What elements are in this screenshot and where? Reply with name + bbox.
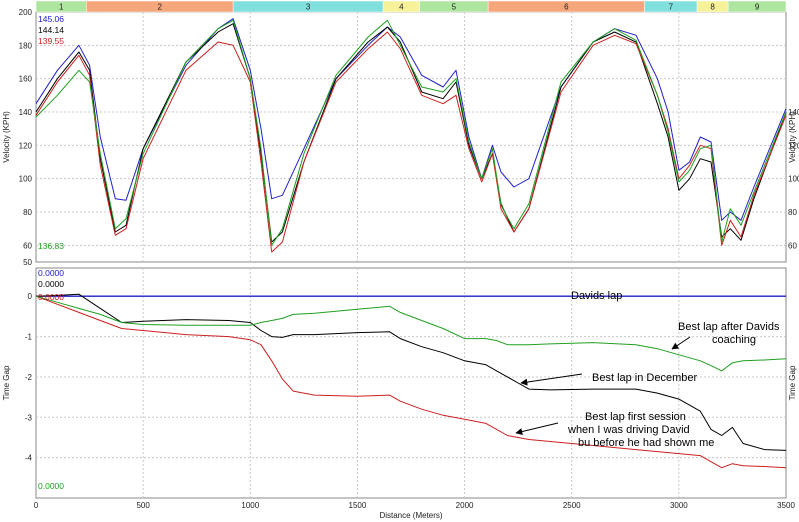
velocity-y-axis-title: Velocity (KPH) <box>2 111 11 163</box>
sector-label: 8 <box>710 3 715 12</box>
annotation-first-session-line-3: bu before he had shown me <box>578 437 714 449</box>
time-gap-series-line-3 <box>35 295 787 469</box>
sector-label: 2 <box>158 3 163 12</box>
time-gap-readout: 0.0000 <box>38 481 64 491</box>
velocity-y-axis-title-right: Velocity (KPH) <box>788 111 797 163</box>
velocity-readout: 136.83 <box>38 241 64 251</box>
sector-9 <box>727 0 787 13</box>
time-gap-y-axis-title: Time Gap <box>2 365 11 400</box>
velocity-y-tick-label-right: 120 <box>788 141 799 150</box>
distance-x-tick-label: 500 <box>136 501 150 510</box>
distance-x-tick-label: 2000 <box>456 501 474 510</box>
velocity-y-tick-label: 160 <box>19 75 33 84</box>
time-gap-y-axis-title-right: Time Gap <box>788 365 797 400</box>
velocity-y-ticks-right: 60 80 100 120 140 <box>788 108 799 250</box>
velocity-series-line-3 <box>35 31 787 253</box>
velocity-y-tick-label-right: 60 <box>788 241 797 250</box>
sector-label: 7 <box>669 3 674 12</box>
arrow-first-session <box>515 422 559 435</box>
velocity-y-tick-label: 60 <box>23 241 32 250</box>
time-gap-series <box>35 293 787 469</box>
time-gap-plot-frame <box>35 267 787 499</box>
annotation-after-coaching-line-2: coaching <box>712 334 756 346</box>
arrow-after-coaching <box>671 336 691 350</box>
velocity-y-tick-label: 120 <box>19 141 33 150</box>
time-gap-readout: 0.0000 <box>38 279 64 289</box>
sector-label: 3 <box>306 3 311 12</box>
velocity-plot-frame <box>35 11 787 263</box>
sector-bar: 1 2 3 4 5 6 7 8 9 <box>35 0 787 13</box>
annotation-after-coaching-line-1: Best lap after Davids <box>678 321 780 333</box>
annotation-first-session: Best lap first session when I was drivin… <box>567 411 714 449</box>
velocity-series-line-2 <box>35 23 787 243</box>
velocity-y-tick-label: 140 <box>19 108 33 117</box>
velocity-y-tick-label: 100 <box>19 175 33 184</box>
time-gap-y-tick-label: -4 <box>25 454 33 463</box>
velocity-series <box>35 18 787 253</box>
sector-label: 9 <box>755 3 760 12</box>
velocity-y-tick-label: 200 <box>19 8 33 17</box>
velocity-readout: 144.14 <box>38 25 64 35</box>
velocity-y-tick-label: 180 <box>19 41 33 50</box>
time-gap-series-line-2 <box>35 293 787 451</box>
velocity-readout: 145.06 <box>38 14 64 24</box>
time-gap-readout: 0.0000 <box>38 268 64 278</box>
time-gap-series-line-4 <box>35 295 787 372</box>
sector-label: 1 <box>59 3 64 12</box>
velocity-y-tick-label: 50 <box>23 258 32 267</box>
time-gap-panel: 0 -1 -2 -3 -4 0 500 1000 1500 2000 2500 3000 3500 0… <box>2 267 797 520</box>
x-axis-title: Distance (Meters) <box>379 511 442 520</box>
arrow-december <box>520 373 583 386</box>
velocity-y-tick-label: 80 <box>23 208 32 217</box>
distance-x-tick-label: 0 <box>34 501 39 510</box>
velocity-y-tick-label-right: 80 <box>788 208 797 217</box>
annotation-first-session-line-2: when I was driving David <box>567 424 690 436</box>
distance-x-tick-label: 1500 <box>349 501 367 510</box>
velocity-series-line-4 <box>35 19 787 246</box>
annotation-davids-lap: Davids lap <box>571 290 622 302</box>
distance-x-tick-label: 1000 <box>241 501 259 510</box>
distance-x-tick-label: 3000 <box>670 501 688 510</box>
velocity-panel: 1 2 3 4 5 6 7 8 9 50 60 80 100 120 140 160 180 200 60 80 1… <box>2 0 799 267</box>
distance-x-tick-label: 3500 <box>777 501 795 510</box>
distance-x-ticks: 0 500 1000 1500 2000 2500 3000 3500 <box>34 501 796 510</box>
sector-label: 5 <box>452 3 457 12</box>
annotation-december: Best lap in December <box>592 372 697 384</box>
annotation-after-coaching: Best lap after Davids coaching <box>678 321 783 346</box>
time-gap-y-tick-label: -1 <box>25 333 33 342</box>
velocity-y-ticks: 50 60 80 100 120 140 160 180 200 <box>19 8 33 267</box>
sector-label: 6 <box>564 3 569 12</box>
time-gap-y-ticks: 0 -1 -2 -3 -4 <box>25 292 33 462</box>
time-gap-readout: 0.0000 <box>38 292 64 302</box>
velocity-y-tick-label-right: 140 <box>788 108 799 117</box>
velocity-readout: 139.55 <box>38 36 64 46</box>
annotation-first-session-line-1: Best lap first session <box>585 411 686 423</box>
time-gap-y-tick-label: 0 <box>28 292 33 301</box>
velocity-y-tick-label-right: 100 <box>788 175 799 184</box>
time-gap-y-tick-label: -2 <box>25 373 33 382</box>
sector-label: 4 <box>399 3 404 12</box>
distance-x-tick-label: 2500 <box>563 501 581 510</box>
time-gap-y-tick-label: -3 <box>25 413 33 422</box>
